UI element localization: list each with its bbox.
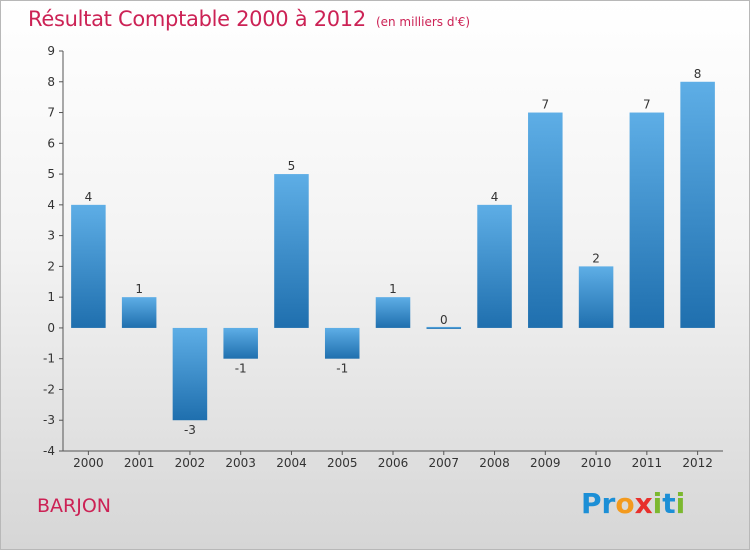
data-label: 4 xyxy=(85,190,93,204)
logo-letter: t xyxy=(662,487,676,520)
y-tick-label: -4 xyxy=(43,444,55,458)
data-label: 1 xyxy=(389,282,397,296)
y-tick-label: -1 xyxy=(43,352,55,366)
bar xyxy=(324,327,360,359)
y-tick-label: 5 xyxy=(47,167,55,181)
y-tick-label: 6 xyxy=(47,136,55,150)
x-tick-label: 2003 xyxy=(225,456,256,470)
x-tick-label: 2005 xyxy=(327,456,358,470)
chart-title-text: Résultat Comptable 2000 à 2012 xyxy=(28,7,366,31)
x-tick-label: 2009 xyxy=(530,456,561,470)
chart-subtitle: (en milliers d'€) xyxy=(375,15,471,29)
logo-letter: i xyxy=(675,487,686,520)
x-tick-label: 2001 xyxy=(124,456,155,470)
bar xyxy=(528,112,563,328)
logo-letter: P xyxy=(581,487,602,520)
proxiti-logo: Proxiti xyxy=(581,487,685,520)
x-tick-label: 2008 xyxy=(479,456,510,470)
bar xyxy=(426,326,462,329)
x-tick-label: 2002 xyxy=(175,456,206,470)
y-tick-label: 1 xyxy=(47,290,55,304)
y-tick-label: -3 xyxy=(43,413,55,427)
x-tick-label: 2007 xyxy=(428,456,459,470)
x-tick-label: 2012 xyxy=(682,456,713,470)
bar xyxy=(477,204,512,328)
logo-letter: r xyxy=(601,487,616,520)
data-label: -3 xyxy=(184,423,196,437)
bar xyxy=(223,327,258,359)
x-tick-label: 2006 xyxy=(378,456,409,470)
logo-letter: i xyxy=(652,487,663,520)
x-tick-label: 2010 xyxy=(581,456,612,470)
y-tick-label: 7 xyxy=(47,106,55,120)
bar xyxy=(274,174,309,328)
y-tick-label: -2 xyxy=(43,382,55,396)
logo-letter: x xyxy=(634,487,653,520)
data-label: 4 xyxy=(491,190,499,204)
x-tick-label: 2004 xyxy=(276,456,307,470)
y-tick-label: 2 xyxy=(47,259,55,273)
bar xyxy=(375,297,411,328)
data-label: 7 xyxy=(643,98,651,112)
data-label: -1 xyxy=(336,362,348,376)
y-tick-label: 4 xyxy=(47,198,55,212)
bar xyxy=(629,112,665,328)
data-label: 8 xyxy=(694,67,702,81)
data-label: 0 xyxy=(440,313,448,327)
y-tick-label: 0 xyxy=(47,321,55,335)
data-label: -1 xyxy=(235,362,247,376)
commune-name: BARJON xyxy=(37,495,112,517)
chart-title: Résultat Comptable 2000 à 2012 (en millie… xyxy=(28,7,470,31)
y-tick-label: 3 xyxy=(47,229,55,243)
x-tick-label: 2000 xyxy=(73,456,104,470)
data-label: 7 xyxy=(541,98,549,112)
labels: 4 1 -3 -1 5 -1 1 0 4 7 2 7 8 xyxy=(85,67,702,437)
bar xyxy=(680,81,715,328)
bar xyxy=(578,266,614,328)
x-tick-label: 2011 xyxy=(632,456,663,470)
data-label: 2 xyxy=(592,251,600,265)
data-label: 5 xyxy=(288,159,296,173)
y-tick-label: 9 xyxy=(47,44,55,58)
bar xyxy=(71,204,106,328)
data-label: 1 xyxy=(135,282,143,296)
logo-letter: o xyxy=(615,487,635,520)
y-tick-label: 8 xyxy=(47,75,55,89)
bar xyxy=(121,297,157,328)
bars xyxy=(71,81,715,421)
bar xyxy=(172,327,208,421)
